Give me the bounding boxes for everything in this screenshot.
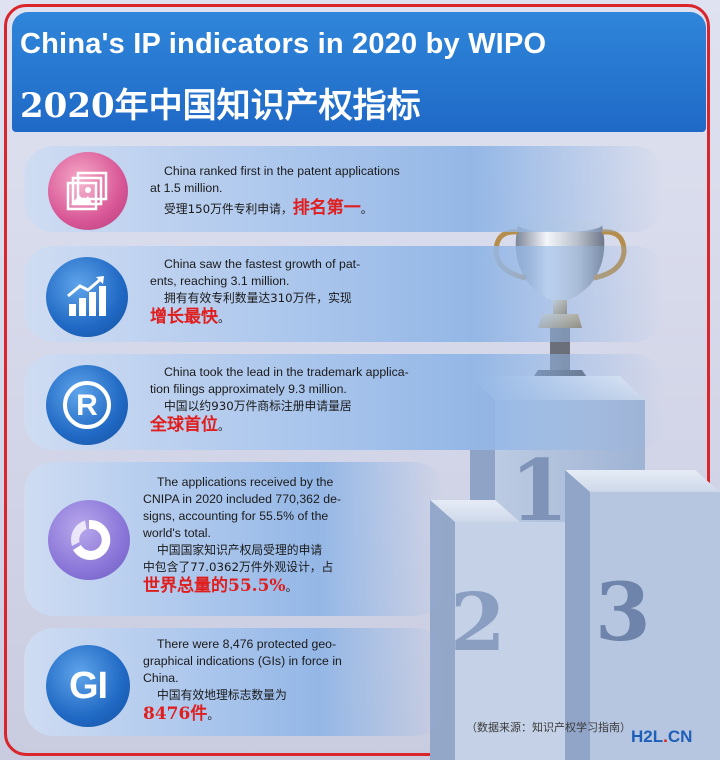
growth-chart-icon [46,257,128,337]
item-2-zh-tail: 。 [218,311,230,325]
item-4-text: The applications received by the CNIPA i… [143,474,377,596]
item-4-zh-tail: 。 [285,580,298,594]
registered-trademark-icon: R [46,365,128,445]
svg-text:2: 2 [450,575,506,669]
item-3-zh-text: 中国以约930万件商标注册申请量居 [164,399,352,413]
item-5-en-line-3: China. [143,671,179,685]
item-1-zh-tail: 。 [360,202,373,216]
item-3-text: China took the lead in the trademark app… [150,364,450,435]
item-4-en-line-4: world's total. [143,526,211,540]
item-4-en-line-3: signs, accounting for 55.5% of the [143,509,329,523]
gi-badge-text: GI [68,664,108,707]
item-4-zh-line-2: 中包含了77.0362万件外观设计，占 [143,560,334,574]
item-5-text: There were 8,476 protected geo- graphica… [143,636,379,724]
indicator-card-patent-applications [24,146,664,232]
item-4-en-line-2: CNIPA in 2020 included 770,362 de- [143,492,342,506]
indicator-card-patent-growth [24,246,664,342]
logo-dot: . [663,727,668,746]
item-4-en-line-1: The applications received by the [157,475,334,489]
item-2-zh-highlight: 增长最快 [150,307,218,327]
ring-chart-icon [48,500,130,580]
logo-part-a: H2L [631,727,664,746]
item-1-zh-text: 受理150万件专利申请， [164,202,293,216]
item-5-zh-highlight: 8476件 [143,704,208,724]
indicator-card-trademark [24,354,664,450]
image-gallery-icon [48,152,128,230]
svg-text:R: R [76,389,98,422]
item-3-zh-highlight: 全球首位 [150,415,218,435]
site-logo[interactable]: H2L.CN [631,727,692,747]
title-english: China's IP indicators in 2020 by WIPO [20,28,547,60]
item-4-zh-line-1: 中国国家知识产权局受理的申请 [157,543,323,557]
data-source-credit: （数据来源：知识产权学习指南） [466,721,631,734]
red-frame-border [4,4,710,756]
item-4-zh-highlight: 世界总量的55.5% [143,576,286,596]
title-chinese: 2020年中国知识产权指标 [20,86,421,126]
item-3-en-line-2: tion filings approximately 9.3 million. [150,382,347,396]
item-2-en-line-2: ents, reaching 3.1 million. [150,274,290,288]
podium-trophy-illustration: 1 2 3 [430,218,720,760]
item-5-zh-tail: 。 [207,708,220,722]
item-2-zh-text: 拥有有效专利数量达310万件，实现 [164,291,352,305]
item-5-en-line-1: There were 8,476 protected geo- [157,637,337,651]
item-1-en-line-1: China ranked first in the patent applica… [164,164,400,178]
item-3-zh-tail: 。 [218,419,230,433]
item-1-en-line-2: at 1.5 million. [150,181,223,195]
item-5-en-line-2: graphical indications (GIs) in force in [143,654,342,668]
logo-part-b: CN [667,727,693,746]
header-banner [12,12,706,132]
gi-badge-icon: GI [46,645,130,727]
svg-text:3: 3 [595,565,651,659]
item-2-text: China saw the fastest growth of pat- ent… [150,256,420,327]
item-1-zh-highlight: 排名第一 [292,198,361,218]
item-1-text: China ranked first in the patent applica… [150,163,450,218]
item-2-en-line-1: China saw the fastest growth of pat- [164,257,361,271]
item-5-zh-text: 中国有效地理标志数量为 [157,688,287,702]
item-3-en-line-1: China took the lead in the trademark app… [164,365,409,379]
